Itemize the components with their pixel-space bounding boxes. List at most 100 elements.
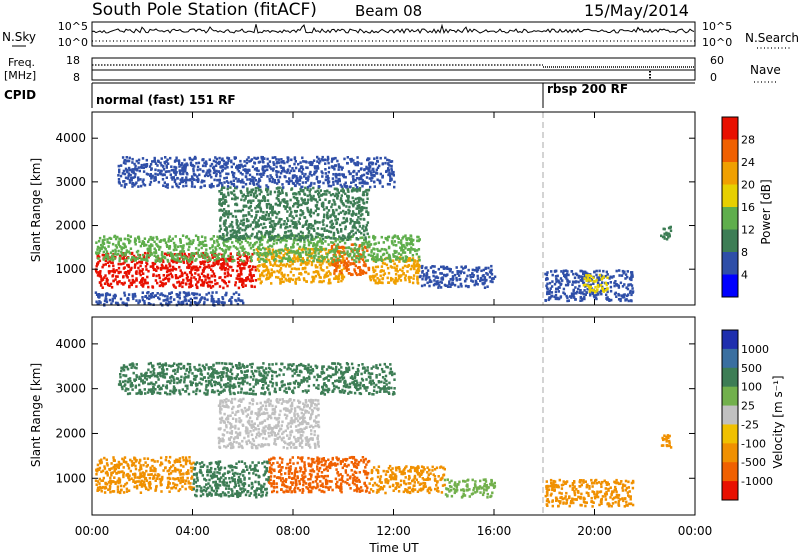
data-cell (160, 157, 163, 160)
data-cell (226, 187, 229, 191)
data-cell (617, 284, 620, 288)
data-cell (195, 257, 198, 261)
data-cell (189, 281, 192, 285)
data-cell (234, 195, 237, 199)
data-cell (124, 162, 127, 165)
data-cell (159, 293, 162, 296)
data-cell (154, 489, 157, 492)
data-cell (299, 187, 302, 191)
data-cell (414, 271, 418, 275)
data-cell (325, 224, 329, 228)
data-cell (219, 276, 222, 279)
data-cell (199, 298, 202, 301)
data-cell (316, 260, 319, 264)
data-cell (355, 187, 358, 191)
data-cell (224, 268, 227, 272)
data-cell (310, 235, 314, 239)
data-cell (238, 274, 241, 278)
data-cell (331, 213, 334, 216)
data-cell (306, 206, 309, 210)
data-cell (388, 164, 391, 167)
data-cell (144, 477, 148, 480)
data-cell (620, 274, 624, 277)
data-cell (222, 241, 225, 245)
data-cell (357, 216, 360, 219)
data-cell (471, 275, 475, 278)
data-cell (351, 203, 355, 206)
data-cell (376, 159, 379, 163)
data-cell (165, 176, 168, 179)
data-cell (395, 264, 399, 268)
data-cell (241, 283, 244, 287)
data-cell (229, 258, 233, 261)
data-cell (284, 264, 288, 268)
data-cell (162, 274, 165, 277)
data-cell (344, 266, 348, 269)
data-cell (221, 233, 225, 236)
data-cell (185, 292, 188, 295)
data-cell (386, 182, 390, 186)
data-cell (370, 275, 373, 278)
data-cell (212, 300, 215, 303)
data-cell (318, 180, 321, 184)
data-cell (378, 179, 382, 183)
data-cell (143, 300, 146, 303)
data-cell (279, 171, 283, 175)
data-cell (626, 275, 629, 279)
data-cell (334, 164, 337, 168)
data-cell (589, 285, 592, 289)
data-cell (337, 280, 340, 283)
data-cell (256, 156, 260, 160)
data-cell (115, 269, 118, 272)
data-cell (117, 460, 121, 464)
data-cell (398, 257, 402, 261)
data-cell (178, 302, 181, 305)
data-cell (253, 235, 257, 239)
data-cell (251, 265, 255, 268)
data-cell (118, 254, 122, 258)
data-cell (250, 275, 254, 278)
data-cell (292, 260, 295, 263)
data-cell (255, 223, 258, 227)
data-cell (237, 229, 240, 233)
data-cell (393, 249, 396, 253)
data-cell (253, 176, 256, 180)
data-cell (320, 202, 324, 206)
data-cell (387, 245, 391, 249)
data-cell (328, 281, 331, 284)
data-cell (275, 251, 278, 254)
data-cell (300, 170, 303, 174)
data-cell (96, 480, 100, 483)
data-cell (663, 232, 666, 236)
data-cell (335, 267, 338, 270)
data-cell (105, 253, 108, 256)
data-cell (127, 234, 130, 237)
data-cell (313, 237, 316, 241)
data-cell (288, 214, 291, 217)
data-cell (187, 253, 191, 256)
data-cell (303, 238, 306, 241)
data-cell (492, 277, 495, 280)
data-cell (185, 176, 188, 179)
data-cell (355, 255, 358, 258)
data-cell (437, 267, 440, 271)
data-cell (358, 196, 361, 200)
data-cell (346, 238, 350, 241)
data-cell (290, 210, 293, 214)
data-cell (248, 206, 252, 209)
data-cell (157, 169, 160, 172)
data-cell (383, 272, 387, 275)
data-cell (99, 275, 103, 278)
data-cell (314, 274, 318, 278)
data-cell (366, 167, 370, 170)
data-cell (139, 264, 142, 268)
data-cell (354, 264, 357, 268)
data-region (255, 247, 346, 285)
data-cell (108, 236, 111, 240)
data-cell (291, 176, 294, 180)
data-cell (598, 278, 602, 281)
data-cell (390, 167, 393, 171)
data-cell (345, 205, 348, 208)
data-cell (305, 177, 308, 180)
data-cell (405, 242, 408, 245)
